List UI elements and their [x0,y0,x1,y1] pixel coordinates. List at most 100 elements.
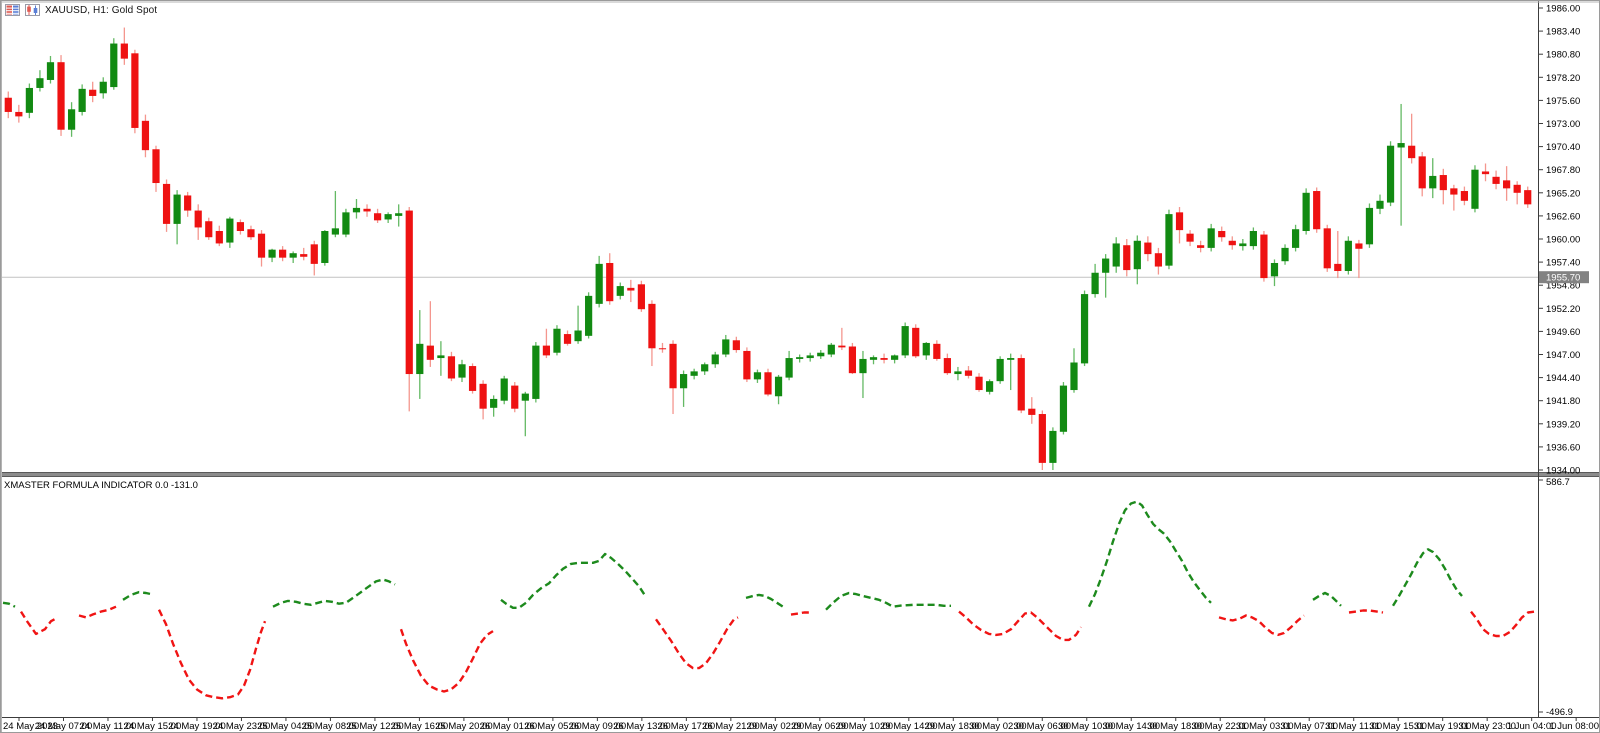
candle-bull [1091,272,1099,295]
candle-bull [1429,175,1437,189]
candle-bear [1334,263,1342,271]
candle-bull [1376,200,1384,209]
candle-bear [1492,176,1500,184]
candle-bull [817,352,825,357]
candle-bear [1450,188,1458,195]
price-tick-label: 1939.20 [1546,419,1580,430]
candle-bull [996,358,1004,382]
candle-bull [458,364,466,378]
time-tick-label: 26 May 05:00 [524,721,582,732]
candle-bull [395,213,403,216]
candle-bear [1197,245,1205,248]
candle-bear [1503,180,1511,189]
candle-bear [1186,233,1194,242]
candle-bull [711,354,719,365]
candle-bear [131,53,139,128]
candle-bear [1439,175,1447,191]
time-tick-label: 31 May 07:00 [1280,721,1338,732]
candle-bull [722,339,730,355]
time-tick-label: 25 May 20:00 [435,721,493,732]
price-tick-label: 1960.00 [1546,235,1580,246]
time-tick-label: 24 May 15:00 [124,721,182,732]
time-tick-label: 30 May 02:00 [969,721,1027,732]
candle-bear [1228,240,1236,246]
price-tick-label: 1983.40 [1546,27,1580,38]
price-tick-label: 1980.80 [1546,50,1580,61]
candle-bear [943,358,951,374]
candle-bull [1291,229,1300,248]
candle-bear [1028,408,1036,415]
candle-bear [627,287,635,291]
time-axis[interactable] [1,717,1600,733]
candle-bear [1313,191,1321,230]
indicator-segment-red [78,605,117,619]
candle-bear [606,262,614,302]
time-tick-label: 31 May 15:00 [1369,721,1427,732]
time-tick-label: 25 May 12:00 [346,721,404,732]
candle-bear [1323,228,1331,269]
indicator-segment-green [122,590,152,601]
candle-bear [732,340,740,351]
candle-bull [1386,145,1395,203]
indicator-scale-min: -496.9 [1546,707,1573,718]
candle-bear [1408,145,1416,159]
time-tick-label: 24 May 07:00 [35,721,93,732]
time-tick-label: 26 May 09:00 [569,721,627,732]
candle-bear [1418,156,1426,189]
time-tick-label: 29 May 10:00 [836,721,894,732]
candle-bear [257,233,266,258]
candle-bear [1144,242,1152,255]
indicator-segment-green [2,601,16,608]
price-axis[interactable] [1538,1,1600,718]
candle-bull [785,358,793,378]
candle-bear [933,343,941,359]
candle-bear [1218,231,1226,238]
candle-bear [658,348,667,350]
candle-bull [226,218,234,243]
time-tick-label: 30 May 14:00 [1102,721,1160,732]
candle-bear [764,372,772,395]
candle-bear [1038,414,1046,463]
candle-bear [511,385,519,409]
candle-bear [310,244,318,264]
candlestick-series [4,27,1532,470]
candle-bear [975,376,983,391]
indicator-segment-red [655,616,739,670]
current-price-tag [1539,271,1589,284]
indicator-segment-red [157,609,267,700]
candle-bear [236,222,245,232]
time-tick-label: 26 May 21:00 [702,721,760,732]
time-tick-label: 31 May 03:00 [1236,721,1294,732]
candle-bear [669,343,677,389]
candle-bull [954,371,962,375]
candle-bull [268,249,276,258]
indicator-segment-green [825,591,951,611]
candle-bear [648,303,656,349]
candle-bear [838,345,846,348]
time-tick-label: 29 May 14:00 [880,721,938,732]
candle-bull [806,355,814,359]
candle-bear [468,366,477,391]
indicator-segment-green [1087,500,1212,608]
candle-bull [553,328,561,353]
time-tick-label: 1 Jun 04:00 [1507,721,1557,732]
candle-bear [162,183,171,224]
panel-splitter[interactable] [1,472,1600,477]
candle-bull [1397,143,1405,148]
candle-bear [15,111,23,117]
candle-bull [36,78,44,88]
candle-bear [1154,253,1163,267]
candle-bull [1080,294,1089,364]
time-tick-label: 1 Jun 08:00 [1549,721,1599,732]
candle-bear [880,358,888,360]
candle-bear [300,254,308,257]
candle-bear [141,120,150,151]
candle-bull [1344,240,1352,271]
indicator-segment-red [1218,614,1305,637]
price-tick-label: 1941.80 [1546,396,1580,407]
candle-bull [1239,243,1247,247]
time-tick-label: 29 May 02:00 [747,721,805,732]
indicator-segment-green [500,552,648,609]
